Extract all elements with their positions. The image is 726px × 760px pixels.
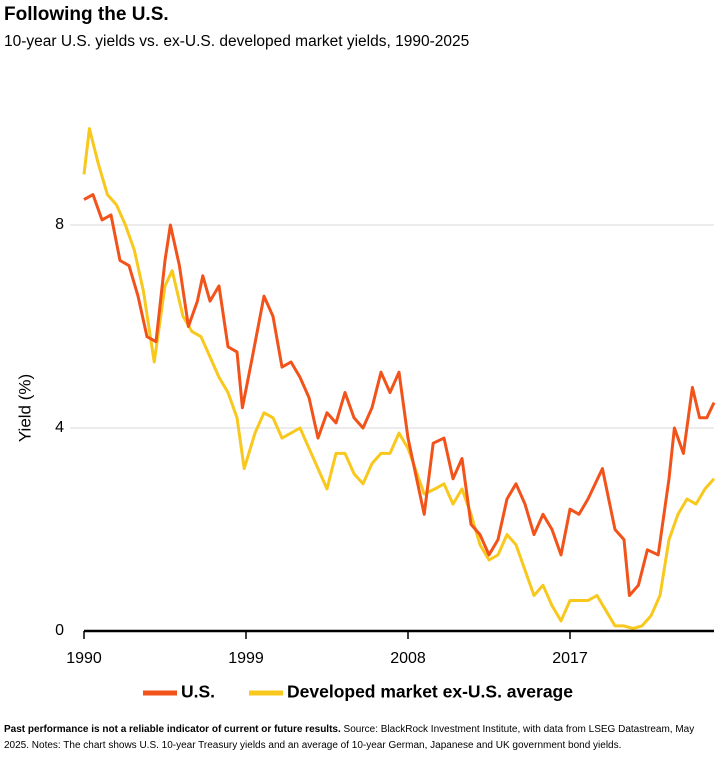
x-tick-label: 2017 (552, 650, 588, 667)
y-axis-label: Yield (%) (15, 374, 34, 442)
y-tick-label: 8 (55, 216, 64, 233)
x-tick-label: 1999 (228, 650, 264, 667)
chart-title: Following the U.S. (4, 4, 169, 25)
x-tick-label: 2008 (390, 650, 426, 667)
chart: Following the U.S. 10-year U.S. yields v… (4, 4, 716, 702)
series-line (83, 193, 716, 597)
legend-label: Developed market ex-U.S. average (287, 682, 573, 702)
chart-subtitle: 10-year U.S. yields vs. ex-U.S. develope… (4, 33, 469, 50)
y-tick-label: 4 (55, 419, 64, 436)
x-tick-label: 1990 (66, 650, 102, 667)
footnote: Past performance is not a reliable indic… (4, 722, 720, 754)
legend-label: U.S. (181, 682, 215, 702)
footnote-bold: Past performance is not a reliable indic… (4, 724, 341, 735)
footnote-text: Source: BlackRock Investment Institute, … (4, 724, 695, 751)
y-tick-label: 0 (55, 622, 64, 639)
